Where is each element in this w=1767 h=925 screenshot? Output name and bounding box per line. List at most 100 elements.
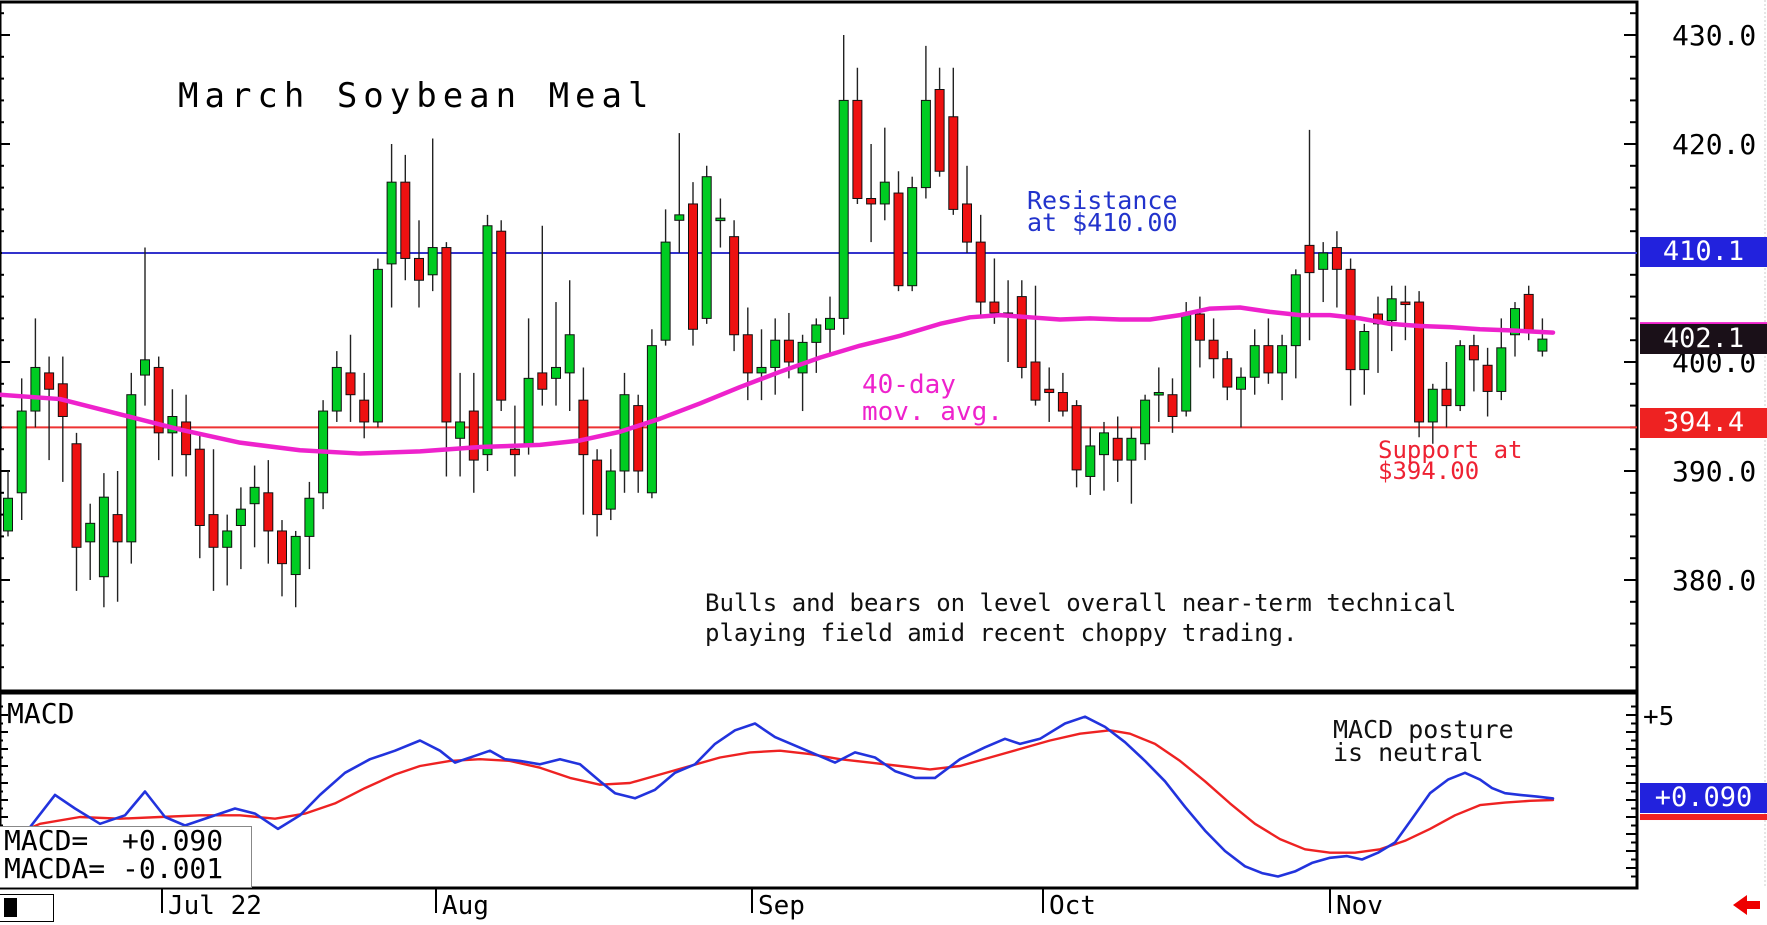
candle-body (468, 410, 479, 461)
candle-body (1057, 392, 1068, 412)
candle-body (660, 241, 671, 341)
resistance-annotation-line2: at $410.00 (1027, 208, 1178, 237)
y-axis-label-430: 430.0 (1672, 19, 1757, 52)
candle-body (1455, 345, 1466, 407)
macd-posture-line2: is neutral (1333, 738, 1484, 767)
resistance-annotation-line1: Resistance (1027, 186, 1178, 215)
last-price-badge: 402.1 (1640, 324, 1767, 355)
y-axis-label-420: 420.0 (1672, 128, 1757, 161)
candle-body (742, 334, 753, 374)
candle-body (194, 448, 205, 527)
candle-body (372, 268, 383, 423)
candle-body (126, 394, 137, 543)
candle-body (496, 230, 507, 401)
candle-body (688, 203, 698, 330)
macd-readout-line1: MACD= +0.090 (4, 824, 224, 857)
candle-body (1386, 298, 1397, 322)
candle-body (592, 459, 603, 516)
candle-body (1208, 339, 1219, 360)
candle-body (1140, 399, 1151, 445)
candle-body (893, 192, 904, 287)
candle-body (866, 198, 877, 205)
x-axis-label-aug: Aug (442, 891, 489, 921)
x-axis-label-jul: Jul 22 (168, 891, 262, 921)
commentary-line2: playing field amid recent choppy trading… (705, 619, 1298, 647)
moving-average-annotation: 40-day mov. avg. (862, 372, 1003, 426)
candle-body (140, 359, 150, 376)
candle-body (1496, 347, 1507, 392)
commentary-line1: Bulls and bears on level overall near-te… (705, 589, 1457, 617)
candle-body (331, 366, 342, 412)
candle-body (414, 257, 424, 281)
candle-body (1359, 330, 1370, 371)
support-annotation-line2: $394.00 (1378, 457, 1480, 485)
candle-body (509, 448, 520, 456)
macd-value-badge: +0.090 (1640, 783, 1767, 814)
x-axis-label-sep: Sep (758, 891, 805, 921)
candle-body (1482, 364, 1493, 392)
candle-body (277, 530, 287, 565)
candle-body (98, 496, 109, 578)
candle-body (551, 366, 561, 379)
candle-body (1510, 308, 1520, 336)
candle-body (263, 492, 274, 532)
candle-body (674, 214, 685, 221)
candle-body (222, 530, 233, 548)
candle-body (235, 508, 246, 526)
candle-body (838, 99, 849, 319)
arrow-tail-shape (1746, 901, 1760, 909)
macd-axis-plus5-label: +5 (1643, 702, 1675, 732)
candle-body (1167, 394, 1178, 418)
candle-body (879, 181, 890, 205)
candle-body (797, 341, 808, 374)
candle-body (1044, 388, 1055, 394)
candle-body (16, 410, 27, 494)
candle-body (715, 217, 726, 222)
macd-readout-line2: MACDA= -0.001 (4, 852, 224, 885)
ma-annotation-line2: mov. avg. (862, 397, 1003, 427)
candle-body (455, 421, 466, 439)
x-axis-label-oct: Oct (1049, 891, 1096, 921)
candle-body (1071, 405, 1082, 471)
candle-body (948, 116, 959, 210)
candle-body (633, 405, 644, 472)
candle-body (1249, 345, 1260, 378)
candle-body (1277, 345, 1288, 374)
candle-body (825, 317, 835, 330)
candle-body (71, 443, 82, 548)
candle-body (852, 99, 863, 199)
candle-body (962, 203, 972, 243)
candle-body (482, 225, 493, 456)
scrollbar-track[interactable] (0, 894, 54, 922)
candle-body (1318, 252, 1329, 270)
moving-average-line (0, 305, 1556, 456)
candle-body (304, 497, 315, 537)
candle-body (208, 514, 219, 548)
resistance-price-badge: 410.1 (1640, 236, 1767, 267)
candle-body (564, 334, 575, 374)
macd-posture-line1: MACD posture (1333, 715, 1514, 744)
candle-body (975, 241, 986, 303)
candle-body (1153, 392, 1164, 396)
support-annotation: Support at $394.00 (1378, 438, 1523, 485)
candle-body (30, 366, 41, 412)
scrollbar-thumb-icon[interactable] (4, 898, 17, 917)
candle-body (989, 301, 1000, 314)
candle-body (1537, 338, 1548, 352)
candle-body (1468, 345, 1479, 361)
candle-body (44, 372, 55, 390)
candle-body (783, 339, 794, 363)
candle-body (756, 366, 767, 374)
candle-body (907, 187, 918, 287)
macd-readout-box: MACD= +0.090 MACDA= -0.001 (0, 826, 252, 888)
candle-body (1400, 301, 1411, 306)
candle-body (1222, 358, 1233, 388)
scroll-left-arrow-icon[interactable] (1733, 895, 1761, 915)
candle-body (181, 421, 192, 456)
candle-body (1085, 445, 1096, 477)
y-axis-label-390: 390.0 (1672, 455, 1757, 488)
candle-body (523, 377, 534, 445)
candle-body (934, 89, 945, 172)
macd-line (6, 715, 1555, 878)
